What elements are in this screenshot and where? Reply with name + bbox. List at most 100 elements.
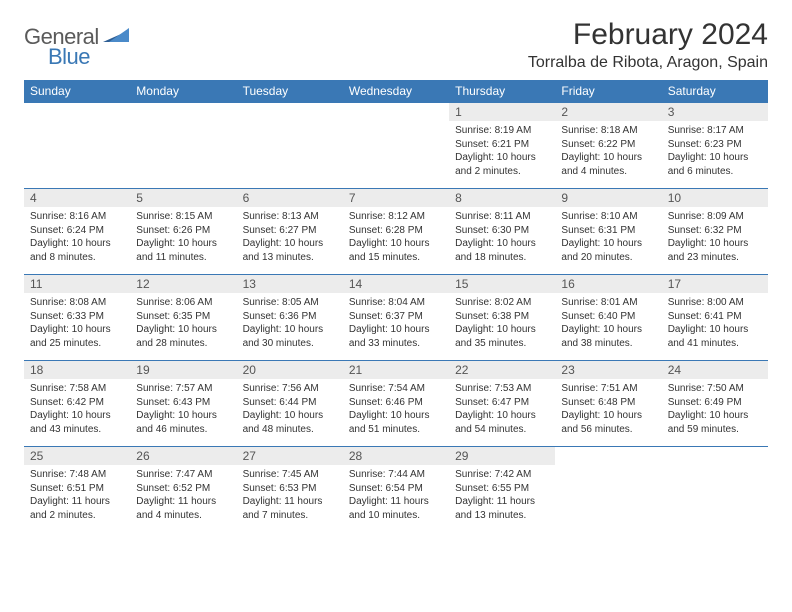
sunrise-text: Sunrise: 8:02 AM <box>455 296 549 310</box>
day-number: 18 <box>24 361 130 379</box>
day-details: Sunrise: 7:56 AMSunset: 6:44 PMDaylight:… <box>237 379 343 440</box>
calendar-day-cell: 27Sunrise: 7:45 AMSunset: 6:53 PMDayligh… <box>237 447 343 533</box>
sunset-text: Sunset: 6:40 PM <box>561 310 655 324</box>
calendar-day-cell: 20Sunrise: 7:56 AMSunset: 6:44 PMDayligh… <box>237 361 343 447</box>
sunset-text: Sunset: 6:52 PM <box>136 482 230 496</box>
sunset-text: Sunset: 6:33 PM <box>30 310 124 324</box>
calendar-day-cell: 9Sunrise: 8:10 AMSunset: 6:31 PMDaylight… <box>555 189 661 275</box>
day-number: 29 <box>449 447 555 465</box>
calendar-day-cell: 13Sunrise: 8:05 AMSunset: 6:36 PMDayligh… <box>237 275 343 361</box>
calendar-day-cell: 19Sunrise: 7:57 AMSunset: 6:43 PMDayligh… <box>130 361 236 447</box>
day-number: 24 <box>662 361 768 379</box>
sunset-text: Sunset: 6:49 PM <box>668 396 762 410</box>
day-details: Sunrise: 8:09 AMSunset: 6:32 PMDaylight:… <box>662 207 768 268</box>
day-number: 9 <box>555 189 661 207</box>
title-block: February 2024 Torralba de Ribota, Aragon… <box>528 18 768 72</box>
calendar-day-cell <box>555 447 661 533</box>
daylight-text: Daylight: 11 hours and 13 minutes. <box>455 495 549 522</box>
sunrise-text: Sunrise: 8:13 AM <box>243 210 337 224</box>
calendar-day-cell: 18Sunrise: 7:58 AMSunset: 6:42 PMDayligh… <box>24 361 130 447</box>
day-details: Sunrise: 8:11 AMSunset: 6:30 PMDaylight:… <box>449 207 555 268</box>
day-details: Sunrise: 8:06 AMSunset: 6:35 PMDaylight:… <box>130 293 236 354</box>
sunrise-text: Sunrise: 7:42 AM <box>455 468 549 482</box>
day-details: Sunrise: 8:00 AMSunset: 6:41 PMDaylight:… <box>662 293 768 354</box>
header: General Blue February 2024 Torralba de R… <box>24 18 768 72</box>
calendar-day-cell: 12Sunrise: 8:06 AMSunset: 6:35 PMDayligh… <box>130 275 236 361</box>
sunrise-text: Sunrise: 8:12 AM <box>349 210 443 224</box>
logo-mark-icon <box>103 26 129 49</box>
daylight-text: Daylight: 10 hours and 30 minutes. <box>243 323 337 350</box>
day-details: Sunrise: 7:47 AMSunset: 6:52 PMDaylight:… <box>130 465 236 526</box>
day-details: Sunrise: 7:42 AMSunset: 6:55 PMDaylight:… <box>449 465 555 526</box>
weekday-header-row: Sunday Monday Tuesday Wednesday Thursday… <box>24 80 768 103</box>
daylight-text: Daylight: 11 hours and 4 minutes. <box>136 495 230 522</box>
day-details: Sunrise: 8:16 AMSunset: 6:24 PMDaylight:… <box>24 207 130 268</box>
day-number: 1 <box>449 103 555 121</box>
calendar-day-cell: 16Sunrise: 8:01 AMSunset: 6:40 PMDayligh… <box>555 275 661 361</box>
sunrise-text: Sunrise: 8:05 AM <box>243 296 337 310</box>
day-number: 20 <box>237 361 343 379</box>
calendar-day-cell: 29Sunrise: 7:42 AMSunset: 6:55 PMDayligh… <box>449 447 555 533</box>
sunrise-text: Sunrise: 8:17 AM <box>668 124 762 138</box>
calendar-day-cell: 25Sunrise: 7:48 AMSunset: 6:51 PMDayligh… <box>24 447 130 533</box>
calendar-day-cell <box>24 103 130 189</box>
day-number <box>130 103 236 107</box>
calendar-day-cell: 2Sunrise: 8:18 AMSunset: 6:22 PMDaylight… <box>555 103 661 189</box>
sunrise-text: Sunrise: 7:44 AM <box>349 468 443 482</box>
day-number: 16 <box>555 275 661 293</box>
daylight-text: Daylight: 10 hours and 28 minutes. <box>136 323 230 350</box>
daylight-text: Daylight: 10 hours and 33 minutes. <box>349 323 443 350</box>
day-details: Sunrise: 7:48 AMSunset: 6:51 PMDaylight:… <box>24 465 130 526</box>
sunset-text: Sunset: 6:46 PM <box>349 396 443 410</box>
day-details: Sunrise: 7:53 AMSunset: 6:47 PMDaylight:… <box>449 379 555 440</box>
sunset-text: Sunset: 6:30 PM <box>455 224 549 238</box>
daylight-text: Daylight: 11 hours and 2 minutes. <box>30 495 124 522</box>
sunset-text: Sunset: 6:37 PM <box>349 310 443 324</box>
sunrise-text: Sunrise: 8:18 AM <box>561 124 655 138</box>
sunset-text: Sunset: 6:24 PM <box>30 224 124 238</box>
calendar-day-cell: 4Sunrise: 8:16 AMSunset: 6:24 PMDaylight… <box>24 189 130 275</box>
sunrise-text: Sunrise: 7:45 AM <box>243 468 337 482</box>
daylight-text: Daylight: 10 hours and 4 minutes. <box>561 151 655 178</box>
sunset-text: Sunset: 6:38 PM <box>455 310 549 324</box>
daylight-text: Daylight: 10 hours and 18 minutes. <box>455 237 549 264</box>
sunset-text: Sunset: 6:48 PM <box>561 396 655 410</box>
daylight-text: Daylight: 10 hours and 25 minutes. <box>30 323 124 350</box>
day-number: 28 <box>343 447 449 465</box>
sunset-text: Sunset: 6:54 PM <box>349 482 443 496</box>
calendar-table: Sunday Monday Tuesday Wednesday Thursday… <box>24 80 768 533</box>
day-details: Sunrise: 8:12 AMSunset: 6:28 PMDaylight:… <box>343 207 449 268</box>
day-number: 15 <box>449 275 555 293</box>
day-number: 17 <box>662 275 768 293</box>
logo: General Blue <box>24 24 129 70</box>
weekday-header: Friday <box>555 80 661 103</box>
daylight-text: Daylight: 10 hours and 54 minutes. <box>455 409 549 436</box>
day-number: 10 <box>662 189 768 207</box>
day-details: Sunrise: 8:18 AMSunset: 6:22 PMDaylight:… <box>555 121 661 182</box>
calendar-day-cell: 3Sunrise: 8:17 AMSunset: 6:23 PMDaylight… <box>662 103 768 189</box>
sunset-text: Sunset: 6:55 PM <box>455 482 549 496</box>
sunrise-text: Sunrise: 8:06 AM <box>136 296 230 310</box>
day-number: 2 <box>555 103 661 121</box>
day-details: Sunrise: 8:19 AMSunset: 6:21 PMDaylight:… <box>449 121 555 182</box>
sunset-text: Sunset: 6:31 PM <box>561 224 655 238</box>
daylight-text: Daylight: 10 hours and 51 minutes. <box>349 409 443 436</box>
sunrise-text: Sunrise: 8:08 AM <box>30 296 124 310</box>
calendar-day-cell: 11Sunrise: 8:08 AMSunset: 6:33 PMDayligh… <box>24 275 130 361</box>
weekday-header: Monday <box>130 80 236 103</box>
day-details: Sunrise: 8:02 AMSunset: 6:38 PMDaylight:… <box>449 293 555 354</box>
sunset-text: Sunset: 6:51 PM <box>30 482 124 496</box>
day-number: 26 <box>130 447 236 465</box>
daylight-text: Daylight: 10 hours and 13 minutes. <box>243 237 337 264</box>
sunrise-text: Sunrise: 8:10 AM <box>561 210 655 224</box>
sunrise-text: Sunrise: 7:53 AM <box>455 382 549 396</box>
daylight-text: Daylight: 10 hours and 56 minutes. <box>561 409 655 436</box>
day-number <box>555 447 661 451</box>
calendar-day-cell <box>343 103 449 189</box>
day-number <box>343 103 449 107</box>
sunrise-text: Sunrise: 7:47 AM <box>136 468 230 482</box>
daylight-text: Daylight: 10 hours and 15 minutes. <box>349 237 443 264</box>
day-number: 12 <box>130 275 236 293</box>
daylight-text: Daylight: 11 hours and 10 minutes. <box>349 495 443 522</box>
weekday-header: Sunday <box>24 80 130 103</box>
